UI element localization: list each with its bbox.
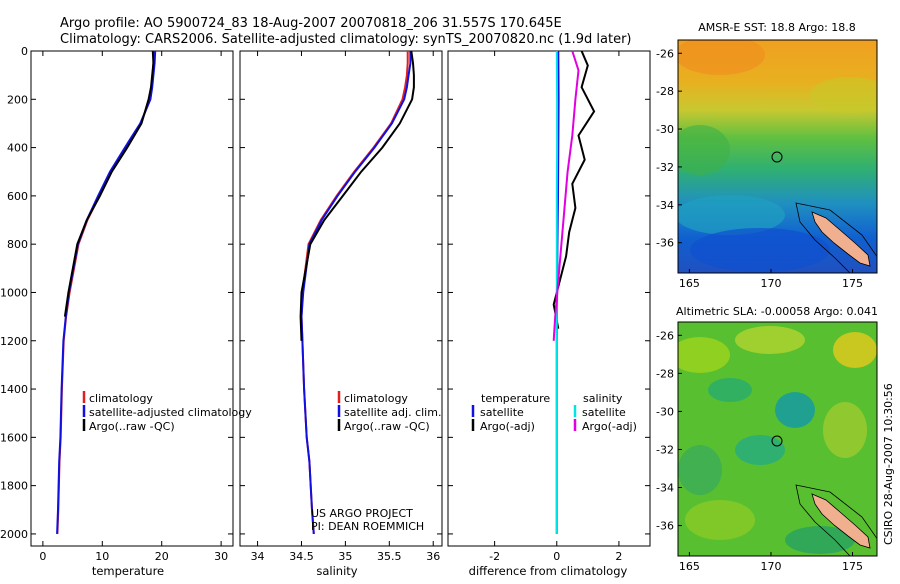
legend-argo: Argo(..raw -QC) [89,420,175,433]
map-y-tick-label: -28 [656,85,674,98]
sst-map [670,35,890,273]
legend-group-salinity: salinity [583,392,623,405]
y-tick-label: 1000 [0,286,28,299]
y-tick-label: 1400 [0,383,28,396]
temperature-legend: climatology satellite-adjusted climatolo… [84,391,252,433]
map-y-tick-label: -34 [656,482,674,495]
timestamp-stamp: CSIRO 28-Aug-2007 10:30:56 [882,383,895,545]
sla-map [670,322,878,556]
map-x-tick-label: 165 [679,560,700,573]
project-annotation: US ARGO PROJECT [311,507,413,520]
map-y-tick-label: -36 [656,237,674,250]
legend-sal-argo: Argo(-adj) [582,420,637,433]
difference-panel [448,51,650,546]
map-x-tick-label: 165 [679,277,700,290]
map-x-tick-label: 175 [842,277,863,290]
map-y-tick-label: -34 [656,199,674,212]
x-tick-label: 36 [426,550,440,563]
x-tick-label: 2 [615,550,622,563]
x-tick-label: 35 [338,550,352,563]
legend-climatology: climatology [344,392,408,405]
map-y-tick-label: -36 [656,520,674,533]
legend-temp-satellite: satellite [480,406,524,419]
legend-climatology: climatology [89,392,153,405]
pi-annotation: PI: DEAN ROEMMICH [311,520,424,533]
series-line [554,51,594,329]
series-line [302,51,411,534]
temperature-plot: 0 10 20 30 0 200 400 600 800 1000 1200 1400 1600 1800… [0,45,233,563]
temperature-xlabel: temperature [92,564,164,578]
legend-group-temperature: temperature [481,392,550,405]
x-tick-label: 20 [155,550,169,563]
map-y-tick-label: -30 [656,123,674,136]
y-tick-label: 1600 [0,431,28,444]
map-x-tick-label: 170 [760,277,781,290]
series-line [65,51,153,317]
legend-satellite-adj: satellite adj. clim. [344,406,441,419]
legend-argo: Argo(..raw -QC) [344,420,430,433]
map-y-tick-label: -32 [656,443,674,456]
x-tick-label: 34 [251,550,265,563]
x-tick-label: 34.5 [289,550,314,563]
header-line-2: Climatology: CARS2006. Satellite-adjuste… [60,32,632,47]
y-tick-label: 1800 [0,480,28,493]
salinity-plot: 34 34.5 35 35.5 36 [240,51,442,563]
legend-temp-argo: Argo(-adj) [480,420,535,433]
sla-map-title: Altimetric SLA: -0.00058 Argo: 0.041 [676,305,878,318]
map-y-tick-label: -28 [656,367,674,380]
map-y-tick-label: -32 [656,161,674,174]
y-tick-label: 200 [7,93,28,106]
y-tick-label: 800 [7,238,28,251]
y-tick-label: 400 [7,142,28,155]
legend-satellite-adjusted: satellite-adjusted climatology [89,406,252,419]
x-tick-label: 30 [214,550,228,563]
salinity-panel [240,51,442,546]
x-tick-label: 10 [95,550,109,563]
map-y-tick-label: -26 [656,329,674,342]
x-tick-label: -2 [489,550,500,563]
sst-map-title: AMSR-E SST: 18.8 Argo: 18.8 [698,21,856,34]
y-tick-label: 1200 [0,335,28,348]
series-line [301,51,414,341]
legend-sal-satellite: satellite [582,406,626,419]
map-x-tick-label: 170 [760,560,781,573]
difference-legend: temperature satellite Argo(-adj) salinit… [473,392,637,433]
map-y-tick-label: -30 [656,405,674,418]
y-tick-label: 600 [7,190,28,203]
salinity-legend: climatology satellite adj. clim. Argo(..… [339,391,441,433]
y-tick-label: 0 [21,45,28,58]
difference-plot: -2 0 2 [448,51,650,563]
temperature-panel [31,51,233,546]
map-y-tick-label: -26 [656,47,674,60]
x-tick-label: 0 [553,550,560,563]
y-tick-label: 2000 [0,528,28,541]
salinity-xlabel: salinity [316,564,357,578]
x-tick-label: 0 [39,550,46,563]
map-x-tick-label: 175 [842,560,863,573]
header-line-1: Argo profile: AO 5900724_83 18-Aug-2007 … [60,16,562,31]
difference-xlabel: difference from climatology [469,564,628,578]
x-tick-label: 35.5 [377,550,402,563]
